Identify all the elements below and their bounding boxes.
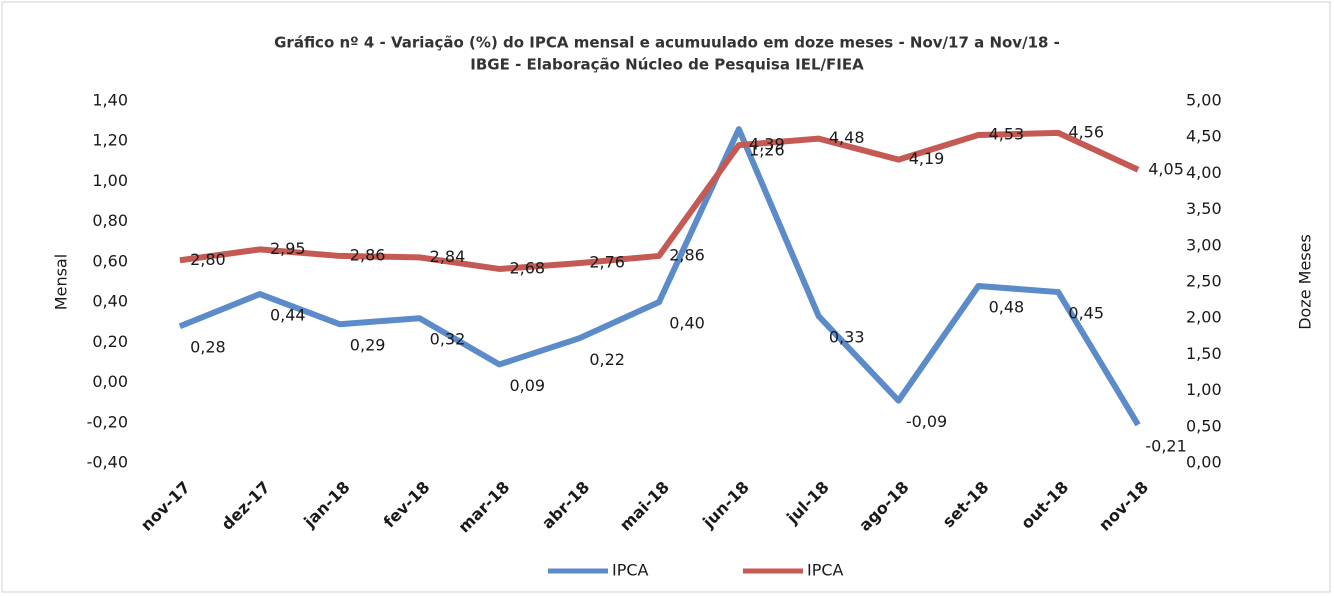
y2-tick-label: 1,00 bbox=[1186, 380, 1222, 399]
y2-tick-label: 1,50 bbox=[1186, 344, 1222, 363]
data-label: 4,53 bbox=[989, 125, 1025, 144]
legend-label: IPCA bbox=[612, 561, 649, 580]
data-label: 0,29 bbox=[350, 336, 386, 355]
y2-tick-label: 0,00 bbox=[1186, 453, 1222, 472]
legend-label: IPCA bbox=[807, 561, 844, 580]
data-label: 2,86 bbox=[350, 245, 386, 264]
y2-tick-label: 0,50 bbox=[1186, 416, 1222, 435]
data-label: 4,39 bbox=[749, 135, 785, 154]
data-label: 2,68 bbox=[509, 258, 545, 277]
y-tick-label: 1,20 bbox=[92, 131, 128, 150]
data-label: 4,56 bbox=[1068, 122, 1104, 141]
y-tick-label: 0,00 bbox=[92, 372, 128, 391]
data-label: -0,09 bbox=[906, 412, 947, 431]
y2-axis-label: Doze Meses bbox=[1296, 234, 1315, 330]
data-label: 2,76 bbox=[589, 253, 625, 272]
chart-title: IBGE - Elaboração Núcleo de Pesquisa IEL… bbox=[470, 56, 864, 74]
data-label: 0,32 bbox=[430, 330, 466, 349]
y2-tick-label: 2,50 bbox=[1186, 272, 1222, 291]
data-label: 0,45 bbox=[1068, 304, 1104, 323]
y2-tick-label: 3,00 bbox=[1186, 235, 1222, 254]
data-label: 2,86 bbox=[669, 245, 705, 264]
y-tick-label: 1,40 bbox=[92, 91, 128, 110]
data-label: 0,40 bbox=[669, 314, 705, 333]
data-label: 0,48 bbox=[989, 298, 1025, 317]
y2-tick-label: 4,50 bbox=[1186, 127, 1222, 146]
data-label: 0,22 bbox=[589, 350, 625, 369]
data-label: 0,28 bbox=[190, 338, 226, 357]
data-label: 2,80 bbox=[190, 250, 226, 269]
data-label: 4,48 bbox=[829, 128, 865, 147]
y2-tick-label: 4,00 bbox=[1186, 163, 1222, 182]
y-tick-label: 0,60 bbox=[92, 251, 128, 270]
data-label: 2,84 bbox=[430, 247, 466, 266]
y-tick-label: 1,00 bbox=[92, 171, 128, 190]
data-label: 4,05 bbox=[1148, 159, 1184, 178]
y-tick-label: 0,80 bbox=[92, 211, 128, 230]
y-tick-label: -0,20 bbox=[87, 412, 128, 431]
data-label: 2,95 bbox=[270, 239, 306, 258]
y2-tick-label: 2,00 bbox=[1186, 308, 1222, 327]
y2-tick-label: 5,00 bbox=[1186, 91, 1222, 110]
data-label: -0,21 bbox=[1145, 436, 1186, 455]
y2-tick-label: 3,50 bbox=[1186, 199, 1222, 218]
data-label: 0,44 bbox=[270, 306, 306, 325]
y-axis-label: Mensal bbox=[52, 254, 71, 310]
data-label: 0,09 bbox=[509, 376, 545, 395]
y-tick-label: 0,40 bbox=[92, 292, 128, 311]
chart-title: Gráfico nº 4 - Variação (%) do IPCA mens… bbox=[274, 34, 1060, 52]
data-label: 4,19 bbox=[909, 149, 945, 168]
y-tick-label: 0,20 bbox=[92, 332, 128, 351]
data-label: 0,33 bbox=[829, 328, 865, 347]
y-tick-label: -0,40 bbox=[87, 453, 128, 472]
line-series bbox=[179, 129, 1140, 272]
line-series bbox=[178, 126, 1141, 427]
